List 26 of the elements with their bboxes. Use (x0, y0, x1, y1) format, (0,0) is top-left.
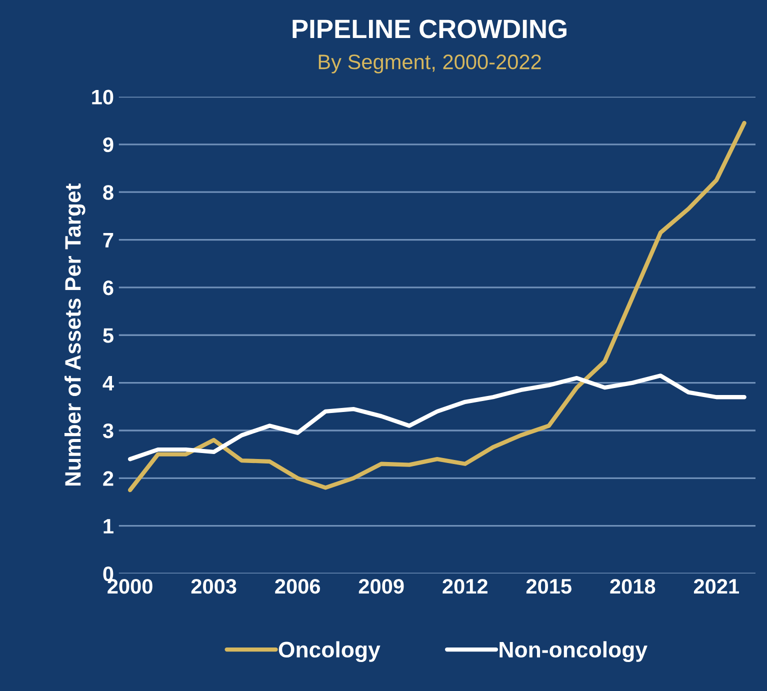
y-tick-label: 0 (103, 566, 114, 582)
y-tick-label: 10 (92, 90, 114, 104)
y-tick-label: 1 (104, 519, 114, 534)
line-series (128, 120, 746, 492)
y-tick-label: 5 (103, 328, 114, 343)
y-tick-label: 9 (103, 137, 114, 152)
y-tick-label: 8 (103, 185, 114, 200)
line-series (128, 374, 746, 462)
x-tick-label: 2021 (694, 578, 739, 594)
chart-subtitle: By Segment, 2000-2022 (318, 54, 541, 74)
y-tick-label: 4 (102, 376, 114, 390)
x-tick-label: 2006 (275, 578, 320, 594)
legend-label: Non-oncology (500, 641, 648, 662)
y-axis-title: Number of Assets Per Target (64, 184, 86, 486)
x-tick-label: 2000 (108, 578, 152, 594)
y-tick-label: 6 (103, 280, 114, 296)
y-tick-label: 2 (103, 471, 114, 486)
chart-title: PIPELINE CROWDING (292, 20, 566, 38)
x-tick-label: 2015 (526, 578, 572, 594)
x-tick-label: 2018 (610, 578, 656, 594)
y-tick-label: 3 (102, 423, 114, 438)
y-tick-label: 7 (103, 232, 114, 248)
x-tick-label: 2003 (191, 578, 236, 594)
x-tick-label: 2009 (358, 578, 404, 594)
legend-label: Oncology (278, 641, 380, 662)
x-tick-label: 2012 (442, 578, 488, 594)
